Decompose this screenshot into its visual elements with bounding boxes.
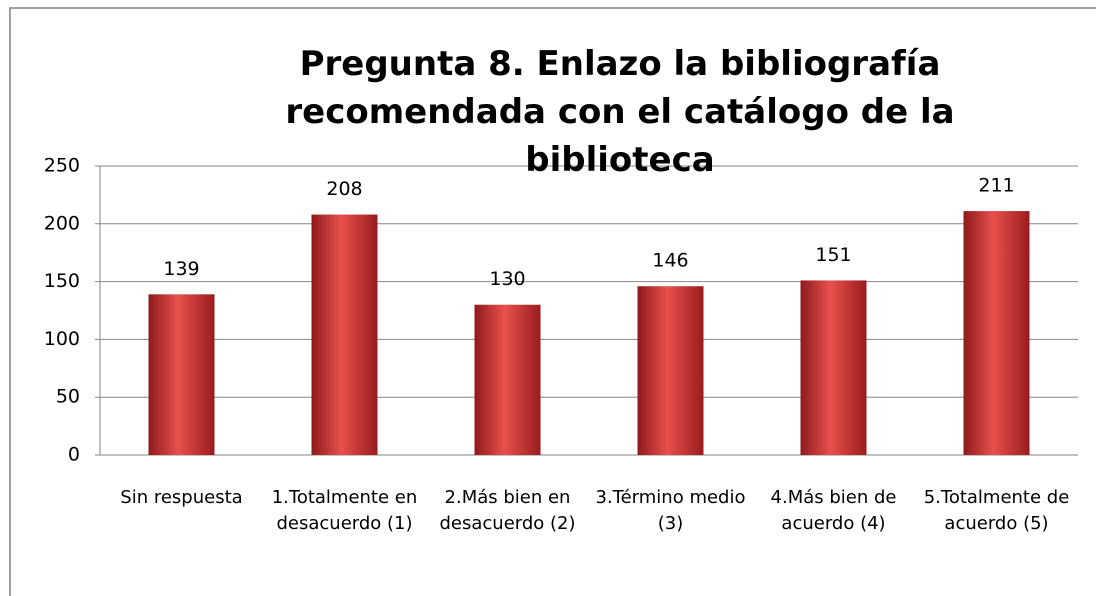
data-label: 151 bbox=[815, 244, 851, 266]
bar bbox=[637, 286, 704, 455]
y-tick-label: 250 bbox=[44, 155, 80, 177]
x-tick-label: 3.Término medio (3) bbox=[595, 487, 746, 534]
x-tick-label: 5.Totalmente de acuerdo (5) bbox=[923, 487, 1070, 534]
data-label: 208 bbox=[326, 178, 362, 200]
chart-title: Pregunta 8. Enlazo la bibliografía recom… bbox=[285, 44, 955, 180]
data-label: 139 bbox=[163, 258, 199, 280]
y-tick-label: 200 bbox=[44, 212, 80, 234]
y-tick-label: 100 bbox=[44, 328, 80, 350]
data-label: 146 bbox=[652, 250, 688, 272]
x-tick-label: 2.Más bien en desacuerdo (2) bbox=[439, 487, 576, 534]
x-tick-label: 1.Totalmente en desacuerdo (1) bbox=[271, 487, 418, 534]
y-tick-label: 50 bbox=[56, 386, 80, 408]
bar bbox=[474, 304, 541, 455]
bar bbox=[148, 294, 215, 455]
bar bbox=[800, 280, 867, 455]
y-tick-label: 150 bbox=[44, 270, 80, 292]
data-label: 130 bbox=[489, 268, 525, 290]
chart-border bbox=[9, 7, 1096, 596]
y-tick-label: 0 bbox=[68, 444, 80, 466]
x-tick-label: 4.Más bien de acuerdo (4) bbox=[770, 487, 897, 534]
bar bbox=[311, 214, 378, 455]
x-tick-label: Sin respuesta bbox=[120, 487, 243, 508]
bar bbox=[963, 211, 1030, 455]
data-label: 211 bbox=[978, 175, 1014, 197]
